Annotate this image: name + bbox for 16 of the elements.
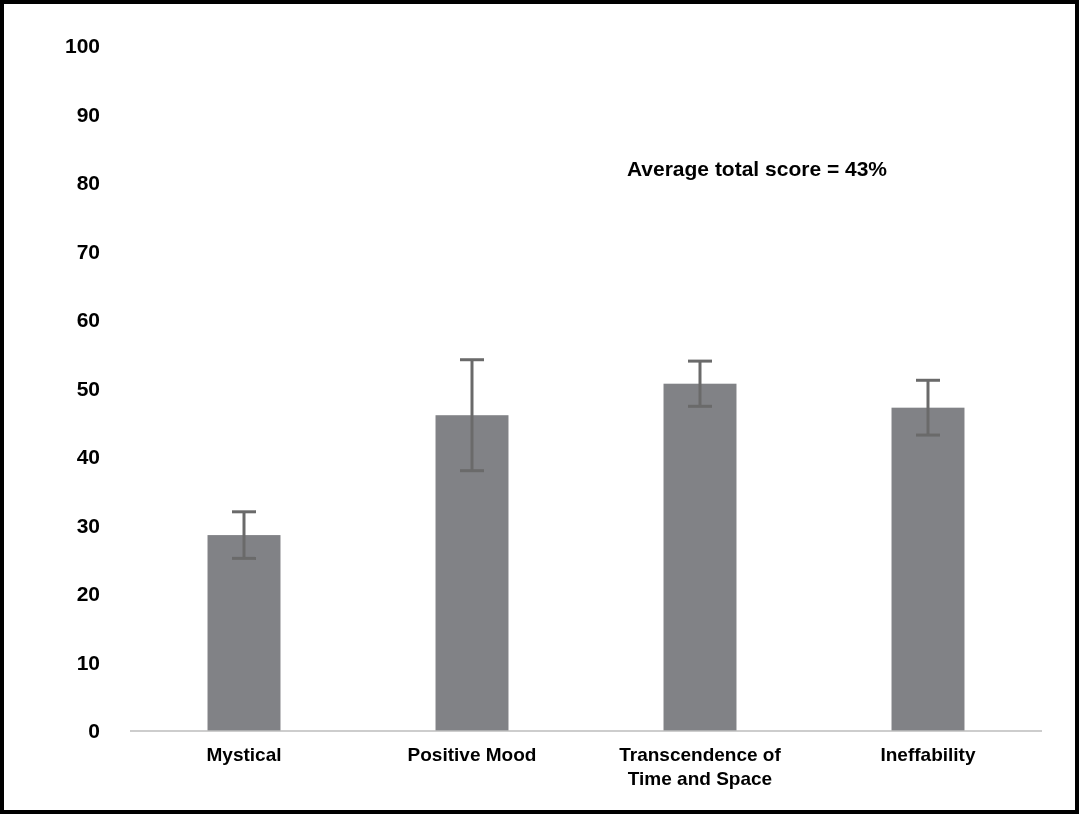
y-tick-label: 80 bbox=[76, 171, 100, 195]
y-tick-label: 90 bbox=[76, 102, 100, 126]
y-tick-label: 30 bbox=[76, 513, 100, 537]
y-tick-label: 0 bbox=[88, 719, 100, 743]
y-tick-label: 50 bbox=[76, 376, 100, 400]
x-tick-label: Ineffability bbox=[880, 744, 976, 765]
y-tick-label: 60 bbox=[76, 308, 100, 332]
x-tick-label: Transcendence of Time and Space bbox=[619, 744, 782, 789]
y-tick-label: 70 bbox=[76, 239, 100, 263]
y-tick-label: 100 bbox=[64, 34, 100, 58]
annotation: Average total score = 43% bbox=[626, 157, 888, 180]
x-tick-label: Mystical bbox=[206, 744, 282, 765]
y-tick-label: 20 bbox=[76, 582, 100, 606]
y-tick-label: 10 bbox=[76, 650, 100, 674]
x-tick-label: Positive Mood bbox=[407, 744, 537, 765]
y-tick-label: 40 bbox=[76, 445, 100, 469]
